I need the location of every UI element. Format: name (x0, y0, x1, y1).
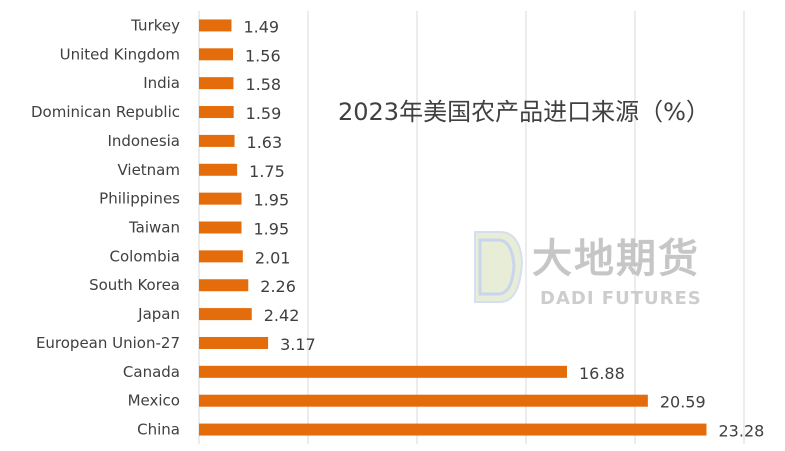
bar-5 (199, 163, 238, 176)
watermark: 大地期货 DADI FUTURES (474, 231, 702, 309)
bar-14 (199, 423, 707, 436)
value-label-14: 23.28 (719, 422, 765, 441)
bar-13 (199, 394, 648, 407)
value-label-0: 1.49 (243, 17, 279, 36)
category-label-0: Turkey (130, 16, 180, 34)
category-label-7: Taiwan (128, 219, 180, 237)
category-labels: Turkey United Kingdom India Dominican Repub… (31, 16, 180, 438)
bar-4 (199, 134, 235, 147)
bar-11 (199, 336, 269, 349)
value-label-4: 1.63 (247, 133, 283, 152)
value-label-9: 2.26 (260, 277, 296, 296)
value-labels: 1.49 1.56 1.58 1.59 1.63 1.75 1.95 1.95 2.01 2.26… (243, 17, 764, 440)
category-label-14: China (137, 421, 180, 439)
category-label-1: United Kingdom (60, 45, 180, 63)
bar-12 (199, 365, 567, 378)
value-label-5: 1.75 (249, 162, 285, 181)
category-label-4: Indonesia (107, 132, 180, 150)
watermark-text-en: DADI FUTURES (540, 288, 702, 309)
value-label-8: 2.01 (255, 248, 291, 267)
bar-7 (199, 221, 242, 234)
category-label-2: India (143, 74, 180, 92)
value-label-6: 1.95 (254, 191, 290, 210)
value-label-12: 16.88 (579, 364, 625, 383)
dadi-logo-icon (474, 231, 524, 303)
value-label-1: 1.56 (245, 46, 281, 65)
value-label-3: 1.59 (246, 104, 282, 123)
bar-2 (199, 77, 234, 90)
category-label-12: Canada (123, 363, 180, 381)
value-label-13: 20.59 (660, 393, 706, 412)
bar-3 (199, 106, 234, 119)
value-label-2: 1.58 (245, 75, 281, 94)
category-label-9: South Korea (89, 276, 180, 294)
watermark-text-cn: 大地期货 (532, 236, 700, 282)
category-label-10: Japan (137, 305, 180, 323)
category-label-8: Colombia (110, 247, 181, 265)
bar-1 (199, 48, 234, 61)
value-label-10: 2.42 (264, 306, 300, 325)
bar-0 (199, 19, 232, 32)
category-label-3: Dominican Republic (31, 103, 180, 121)
category-label-6: Philippines (99, 190, 180, 208)
category-label-5: Vietnam (117, 161, 180, 179)
bar-8 (199, 250, 243, 263)
value-label-11: 3.17 (280, 335, 316, 354)
value-label-7: 1.95 (254, 220, 290, 239)
bars (199, 19, 707, 436)
category-label-13: Mexico (128, 392, 180, 410)
category-label-11: European Union-27 (36, 334, 180, 352)
bar-10 (199, 308, 252, 321)
bar-9 (199, 279, 249, 292)
bar-6 (199, 192, 242, 205)
chart-title: 2023年美国农产品进口来源（%） (338, 98, 710, 126)
